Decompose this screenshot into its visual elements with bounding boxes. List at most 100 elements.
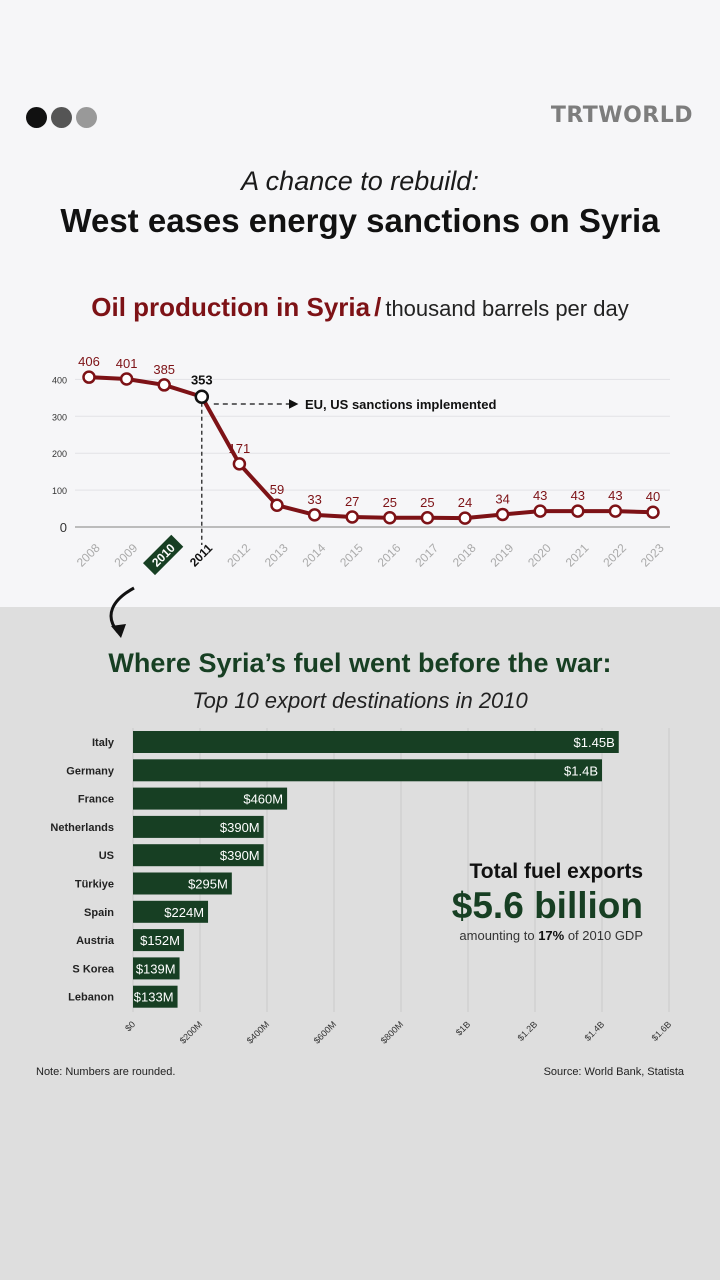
exports-x-tick: $600M <box>312 1019 339 1046</box>
oil-x-tick: 2020 <box>525 541 554 570</box>
oil-chart-title-separator: / <box>374 292 382 322</box>
exports-x-tick: $200M <box>178 1019 205 1046</box>
oil-point <box>420 511 435 525</box>
page-subtitle: A chance to rebuild: <box>241 166 479 196</box>
oil-y-tick-label: 300 <box>52 412 67 422</box>
exports-bar <box>133 985 178 1008</box>
exports-value-label: $390M <box>220 848 260 863</box>
footer-note: Note: Numbers are rounded. <box>36 1066 176 1078</box>
oil-point <box>533 504 547 518</box>
total-exports-label: Total fuel exports <box>469 860 643 883</box>
exports-x-tick: $0 <box>123 1019 137 1033</box>
exports-category-label: Türkiye <box>75 879 114 891</box>
oil-point <box>270 498 284 512</box>
oil-point <box>82 370 96 384</box>
total-note-prefix: amounting to <box>459 928 539 943</box>
trt-world-logo: TRTWORLD <box>550 103 693 128</box>
exports-x-tick: $800M <box>379 1019 406 1046</box>
fuel-exports-bar-chart: $0 $200M $400M $600M $800M $1B $1.2B $1.4B $1.6B… <box>50 728 673 1046</box>
sanctions-annotation: EU, US sanctions implemented <box>305 397 496 412</box>
exports-category-label: US <box>99 850 114 862</box>
oil-data-label: 171 <box>229 441 251 456</box>
exports-x-tick-label: $1.4B <box>583 1019 607 1043</box>
oil-chart-title: Oil production in Syria / thousand barrels… <box>0 292 720 323</box>
total-note-bold: 17% <box>538 928 565 943</box>
oil-point <box>157 378 171 392</box>
oil-x-tick-label: 2012 <box>224 541 253 570</box>
exports-category-label: Italy <box>92 737 115 749</box>
oil-x-tick: 2013 <box>262 541 291 570</box>
exports-chart-subtitle: Top 10 export destinations in 2010 <box>192 688 528 713</box>
oil-x-tick-label: 2019 <box>488 541 517 570</box>
exports-x-tick: $1B <box>454 1019 472 1037</box>
exports-bar <box>133 900 209 923</box>
oil-point <box>571 504 585 518</box>
oil-point <box>646 505 660 519</box>
exports-x-tick: $400M <box>245 1019 272 1046</box>
oil-x-tick-label: 2008 <box>74 541 103 570</box>
total-exports-value: $5.6 billion <box>451 885 643 926</box>
oil-y-tick-label: 100 <box>52 486 67 496</box>
oil-y-tick-label: 0 <box>60 520 67 535</box>
oil-x-tick-label: 2014 <box>300 541 329 570</box>
exports-bar <box>133 787 288 810</box>
oil-x-tick-label: 2013 <box>262 541 291 570</box>
exports-x-tick-label: $600M <box>312 1019 339 1046</box>
oil-x-tick: 2018 <box>450 541 479 570</box>
exports-bar <box>133 731 619 753</box>
exports-value-label: $224M <box>164 905 204 920</box>
exports-bar <box>133 872 232 895</box>
exports-x-tick-label: $1.2B <box>516 1019 540 1043</box>
exports-x-tick-label: $800M <box>379 1019 406 1046</box>
oil-point <box>345 510 359 524</box>
oil-data-label: 33 <box>307 492 321 507</box>
exports-value-label: $390M <box>220 820 260 835</box>
oil-data-label: 43 <box>608 488 622 503</box>
oil-x-tick: 2010 <box>142 534 184 576</box>
oil-data-label: 401 <box>116 356 138 371</box>
oil-data-label: 24 <box>458 495 472 510</box>
oil-x-tick: 2009 <box>112 541 141 570</box>
oil-data-label: 40 <box>646 489 660 504</box>
exports-x-tick: $1.4B <box>583 1019 607 1043</box>
dot-2 <box>51 107 72 128</box>
exports-value-label: $460M <box>243 792 283 807</box>
exports-value-label: $139M <box>136 961 176 976</box>
exports-x-tick: $1.2B <box>516 1019 540 1043</box>
exports-x-tick-label: $1.6B <box>650 1019 674 1043</box>
oil-x-tick: 2021 <box>563 541 592 570</box>
oil-x-tick: 2012 <box>224 541 253 570</box>
page-headline: West eases energy sanctions on Syria <box>60 202 660 239</box>
oil-x-tick: 2022 <box>600 541 629 570</box>
exports-bar <box>133 844 264 867</box>
exports-x-tick: $1.6B <box>650 1019 674 1043</box>
oil-y-tick-label: 400 <box>52 375 67 385</box>
oil-x-tick: 2011 <box>187 541 216 570</box>
oil-x-tick: 2017 <box>412 541 441 570</box>
oil-x-tick: 2019 <box>488 541 517 570</box>
oil-chart-title-main: Oil production in Syria <box>91 292 371 322</box>
exports-bar <box>133 815 264 838</box>
dot-3 <box>76 107 97 128</box>
oil-point <box>119 372 134 386</box>
oil-x-tick-label: 2023 <box>638 541 667 570</box>
oil-x-tick-label: 2009 <box>112 541 141 570</box>
top-section <box>0 0 720 607</box>
oil-production-line-chart: 0 100 200 300 400 EU, US sanctions implemente… <box>52 354 670 576</box>
exports-chart-title: Where Syria’s fuel went before the war: <box>108 648 612 678</box>
oil-data-label: 25 <box>383 495 397 510</box>
oil-data-label: 385 <box>153 362 175 377</box>
dot-1 <box>26 107 47 128</box>
highlight-year-badge <box>142 534 184 576</box>
oil-x-tick-label: 2016 <box>375 541 404 570</box>
oil-x-tick-label: 2015 <box>337 541 366 570</box>
total-exports-box: Total fuel exports $5.6 billion amountin… <box>323 860 643 943</box>
exports-x-tick-label: $200M <box>178 1019 205 1046</box>
oil-point <box>232 457 247 471</box>
oil-point <box>458 511 472 525</box>
oil-data-label: 59 <box>270 482 284 497</box>
exports-value-label: $133M <box>134 990 174 1005</box>
exports-category-label: Spain <box>84 907 114 919</box>
oil-x-tick-label: 2020 <box>525 541 554 570</box>
oil-x-tick-label: 2021 <box>563 541 592 570</box>
